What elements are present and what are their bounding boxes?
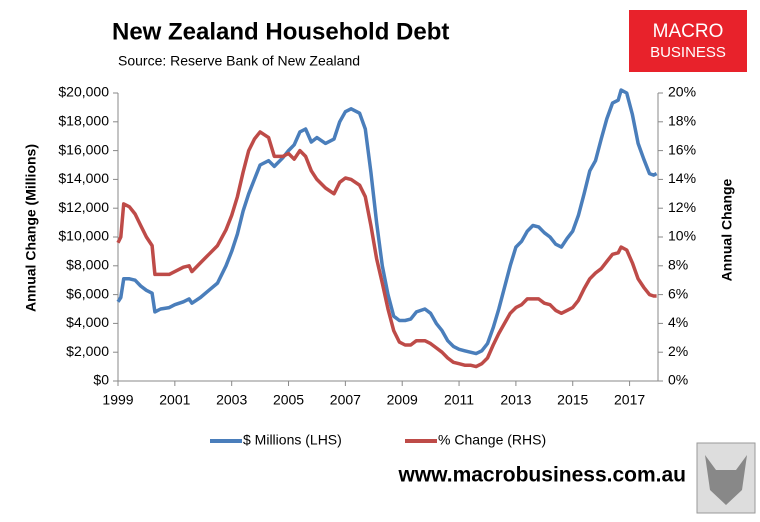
y2-tick-label: 8% (668, 257, 688, 273)
y-tick-label: $12,000 (58, 199, 109, 215)
data-line (116, 130, 657, 369)
wolf-logo (705, 455, 747, 505)
y2-tick-label: 12% (668, 199, 696, 215)
x-tick-label: 2001 (159, 392, 190, 408)
y2-tick-label: 6% (668, 285, 688, 301)
y2-tick-label: 2% (668, 343, 688, 359)
y-tick-label: $14,000 (58, 170, 109, 186)
logo-text: BUSINESS (650, 44, 726, 61)
x-tick-label: 2007 (330, 392, 361, 408)
y-tick-label: $2,000 (66, 343, 109, 359)
x-tick-label: 2003 (216, 392, 247, 408)
y-tick-label: $10,000 (58, 228, 109, 244)
y2-tick-label: 20% (668, 84, 696, 100)
chart-subtitle: Source: Reserve Bank of New Zealand (118, 53, 360, 69)
x-tick-label: 2005 (273, 392, 304, 408)
x-tick-label: 1999 (102, 392, 133, 408)
y-tick-label: $18,000 (58, 113, 109, 129)
y2-tick-label: 18% (668, 113, 696, 129)
y2-tick-label: 4% (668, 314, 688, 330)
x-tick-label: 2015 (557, 392, 588, 408)
y-tick-label: $0 (93, 372, 109, 388)
x-tick-label: 2011 (444, 392, 474, 408)
y2-tick-label: 10% (668, 228, 696, 244)
y2-tick-label: 16% (668, 141, 696, 157)
y-axis-label: Annual Change (Millions) (23, 144, 39, 312)
legend-label: $ Millions (LHS) (243, 432, 342, 448)
logo-box (629, 10, 747, 72)
website-url: www.macrobusiness.com.au (398, 464, 686, 487)
data-line (116, 88, 658, 356)
y2-axis-label: Annual Change (719, 178, 735, 281)
chart-title: New Zealand Household Debt (112, 18, 449, 45)
legend-label: % Change (RHS) (438, 432, 546, 448)
y2-tick-label: 14% (668, 170, 696, 186)
y-tick-label: $6,000 (66, 285, 109, 301)
y-tick-label: $4,000 (66, 314, 109, 330)
x-tick-label: 2009 (387, 392, 418, 408)
y-tick-label: $20,000 (58, 84, 109, 100)
logo-text: MACRO (653, 21, 724, 42)
y-tick-label: $8,000 (66, 257, 109, 273)
y2-tick-label: 0% (668, 372, 688, 388)
x-tick-label: 2013 (500, 392, 531, 408)
y-tick-label: $16,000 (58, 141, 109, 157)
x-tick-label: 2017 (614, 392, 645, 408)
